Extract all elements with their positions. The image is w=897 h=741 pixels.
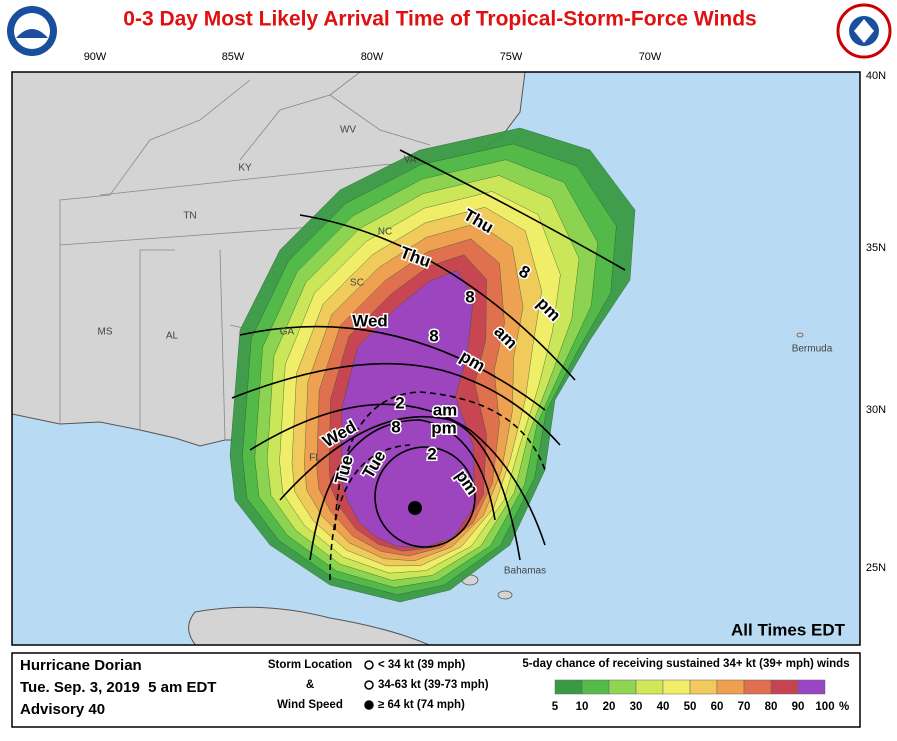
storm-location-item: ≥ 64 kt (74 mph)	[378, 699, 465, 711]
state-label: TN	[183, 211, 196, 222]
scale-swatch	[689, 679, 718, 695]
scale-label: 5	[552, 701, 559, 713]
state-label: KY	[238, 163, 252, 174]
scale-swatch	[797, 679, 826, 695]
advisory-number: Advisory 40	[20, 701, 105, 718]
place-labels: Bermuda Bahamas	[504, 344, 833, 577]
storm-location-item: < 34 kt (39 mph)	[378, 659, 465, 671]
scale-swatch	[608, 679, 637, 695]
longitude-label: 90W	[84, 51, 107, 63]
state-labels: WV KY VA TN NC SC GA MS AL FL	[98, 125, 417, 464]
advisory-time: Tue. Sep. 3, 2019 5 am EDT	[20, 679, 216, 696]
probability-scale: 5 10 20 30 40 50 60 70 80 90 100%	[552, 679, 849, 713]
scale-label: 80	[765, 701, 778, 713]
longitude-labels: 90W 85W 80W 75W 70W	[84, 51, 662, 63]
storm-location-title: Wind Speed	[277, 699, 343, 711]
storm-symbol	[364, 660, 374, 670]
longitude-label: 80W	[361, 51, 384, 63]
state-label: WV	[340, 125, 356, 136]
scale-swatch	[554, 679, 583, 695]
scale-label: 10	[576, 701, 589, 713]
map-frame	[11, 71, 861, 646]
latitude-label: 35N	[866, 242, 886, 254]
storm-location-title: Storm Location	[268, 659, 352, 671]
scale-label: 30	[630, 701, 643, 713]
map	[12, 72, 860, 645]
storm-location-legend: Storm Location & Wind Speed < 34 kt (39 mph…	[268, 659, 489, 711]
time-label: 2	[395, 393, 404, 412]
time-contours	[231, 149, 626, 581]
place-label: Bermuda	[792, 344, 833, 355]
storm-name: Hurricane Dorian	[20, 657, 142, 674]
probability-title: 5-day chance of receiving sustained 34+ …	[522, 658, 849, 670]
latitude-label: 40N	[866, 70, 886, 82]
scale-label: 60	[711, 701, 724, 713]
state-label: FL	[309, 453, 321, 464]
longitude-label: 85W	[222, 51, 245, 63]
longitude-label: 70W	[639, 51, 662, 63]
probability-contours	[229, 127, 636, 603]
time-note: All Times EDT	[731, 620, 846, 639]
time-label: 8	[391, 417, 400, 436]
longitude-label: 75W	[500, 51, 523, 63]
scale-label: 90	[792, 701, 805, 713]
scale-swatch	[743, 679, 772, 695]
time-label: pm	[431, 418, 457, 437]
latitude-label: 25N	[866, 562, 886, 574]
nws-logo	[836, 3, 892, 59]
scale-swatch	[716, 679, 745, 695]
time-label: 2	[427, 444, 436, 463]
scale-swatch	[581, 679, 610, 695]
storm-location-item: 34-63 kt (39-73 mph)	[378, 679, 489, 691]
state-label: SC	[350, 278, 364, 289]
scale-swatch	[662, 679, 691, 695]
place-label: Bahamas	[504, 566, 546, 577]
time-label: 8	[465, 287, 474, 306]
storm-position	[408, 501, 422, 515]
time-label: Wed	[352, 311, 388, 330]
scale-swatch	[770, 679, 799, 695]
storm-symbol	[364, 680, 374, 690]
scale-label: 40	[657, 701, 670, 713]
storm-symbol	[364, 700, 374, 710]
scale-label: 50	[684, 701, 697, 713]
scale-label: 20	[603, 701, 616, 713]
latitude-label: 30N	[866, 404, 886, 416]
noaa-logo	[7, 6, 57, 56]
scale-label: 70	[738, 701, 751, 713]
scale-unit: %	[839, 701, 849, 713]
state-label: NC	[378, 227, 392, 238]
state-label: MS	[98, 327, 113, 338]
state-label: GA	[280, 327, 295, 338]
storm-location-title: &	[306, 679, 314, 691]
state-label: VA	[404, 155, 417, 166]
scale-swatch	[635, 679, 664, 695]
time-label: 8	[429, 326, 438, 345]
latitude-labels: 40N 35N 30N 25N	[866, 70, 886, 574]
title: 0-3 Day Most Likely Arrival Time of Trop…	[123, 8, 756, 31]
time-label: am	[433, 400, 458, 419]
scale-label: 100	[815, 701, 834, 713]
probability-band	[341, 270, 475, 549]
state-label: AL	[166, 331, 179, 342]
